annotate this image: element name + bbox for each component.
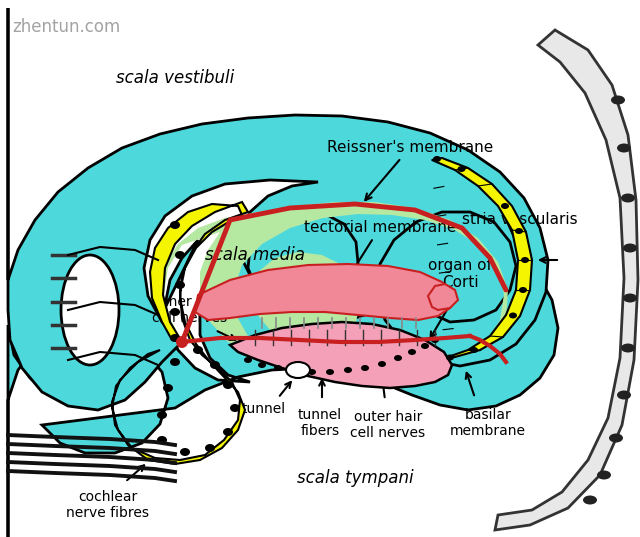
Ellipse shape xyxy=(583,496,597,504)
Text: basilar
membrane: basilar membrane xyxy=(450,408,526,438)
Ellipse shape xyxy=(617,390,631,400)
Ellipse shape xyxy=(258,362,266,368)
Ellipse shape xyxy=(175,251,185,259)
Polygon shape xyxy=(8,212,558,537)
Ellipse shape xyxy=(193,346,203,354)
Ellipse shape xyxy=(157,411,167,419)
Ellipse shape xyxy=(431,337,439,343)
Ellipse shape xyxy=(617,143,631,153)
Ellipse shape xyxy=(378,361,386,367)
Ellipse shape xyxy=(230,404,240,412)
Ellipse shape xyxy=(501,203,509,209)
Ellipse shape xyxy=(344,367,352,373)
Circle shape xyxy=(176,336,188,348)
Text: outer hair
cell nerves: outer hair cell nerves xyxy=(351,410,426,440)
Polygon shape xyxy=(432,158,532,358)
Ellipse shape xyxy=(308,369,316,375)
Ellipse shape xyxy=(157,436,167,444)
Ellipse shape xyxy=(521,257,529,263)
Ellipse shape xyxy=(458,166,465,172)
Ellipse shape xyxy=(394,355,402,361)
Ellipse shape xyxy=(175,281,185,289)
Ellipse shape xyxy=(611,96,625,105)
Text: zhentun.com: zhentun.com xyxy=(12,18,120,36)
Text: scala media: scala media xyxy=(205,246,305,264)
Ellipse shape xyxy=(421,343,429,349)
Text: tunnel
fibers: tunnel fibers xyxy=(298,408,342,438)
Ellipse shape xyxy=(170,221,180,229)
Ellipse shape xyxy=(210,361,220,369)
Ellipse shape xyxy=(515,228,523,234)
Ellipse shape xyxy=(163,384,173,392)
Ellipse shape xyxy=(223,381,233,389)
Ellipse shape xyxy=(180,448,190,456)
Ellipse shape xyxy=(274,365,282,371)
Text: inner hair
cell nerves: inner hair cell nerves xyxy=(152,295,228,325)
Polygon shape xyxy=(495,30,638,530)
Ellipse shape xyxy=(597,470,611,480)
Ellipse shape xyxy=(621,193,635,202)
Text: stria vascularis: stria vascularis xyxy=(462,213,578,228)
Ellipse shape xyxy=(519,287,527,293)
Text: scala tympani: scala tympani xyxy=(297,469,413,487)
Ellipse shape xyxy=(609,433,623,442)
Ellipse shape xyxy=(170,358,180,366)
Ellipse shape xyxy=(408,349,416,355)
Text: Reissner's membrane: Reissner's membrane xyxy=(327,140,493,200)
Ellipse shape xyxy=(326,369,334,375)
Ellipse shape xyxy=(509,313,517,318)
Ellipse shape xyxy=(621,344,635,352)
Polygon shape xyxy=(428,284,458,310)
Ellipse shape xyxy=(244,357,252,363)
Ellipse shape xyxy=(291,367,299,373)
Ellipse shape xyxy=(223,428,233,436)
Polygon shape xyxy=(112,202,248,464)
Ellipse shape xyxy=(61,255,119,365)
Ellipse shape xyxy=(170,334,180,342)
Ellipse shape xyxy=(623,294,637,302)
Polygon shape xyxy=(195,264,455,320)
Text: tunnel: tunnel xyxy=(242,402,286,416)
Ellipse shape xyxy=(170,308,180,316)
Ellipse shape xyxy=(205,444,215,452)
Text: scala vestibuli: scala vestibuli xyxy=(116,69,234,87)
Polygon shape xyxy=(162,202,508,360)
Ellipse shape xyxy=(286,362,310,378)
Polygon shape xyxy=(8,8,548,410)
Text: organ of
Corti: organ of Corti xyxy=(428,258,492,290)
Ellipse shape xyxy=(361,365,369,371)
Text: cochlear
nerve fibres: cochlear nerve fibres xyxy=(67,490,150,520)
Ellipse shape xyxy=(470,347,478,353)
Text: tectorial membrane: tectorial membrane xyxy=(304,220,456,274)
Ellipse shape xyxy=(433,156,441,162)
Ellipse shape xyxy=(446,354,454,360)
Polygon shape xyxy=(230,322,452,388)
Ellipse shape xyxy=(623,243,637,252)
